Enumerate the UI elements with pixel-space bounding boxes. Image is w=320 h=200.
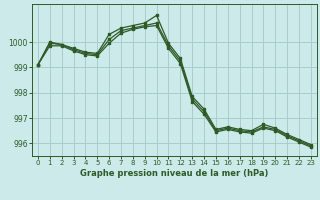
X-axis label: Graphe pression niveau de la mer (hPa): Graphe pression niveau de la mer (hPa) xyxy=(80,169,268,178)
